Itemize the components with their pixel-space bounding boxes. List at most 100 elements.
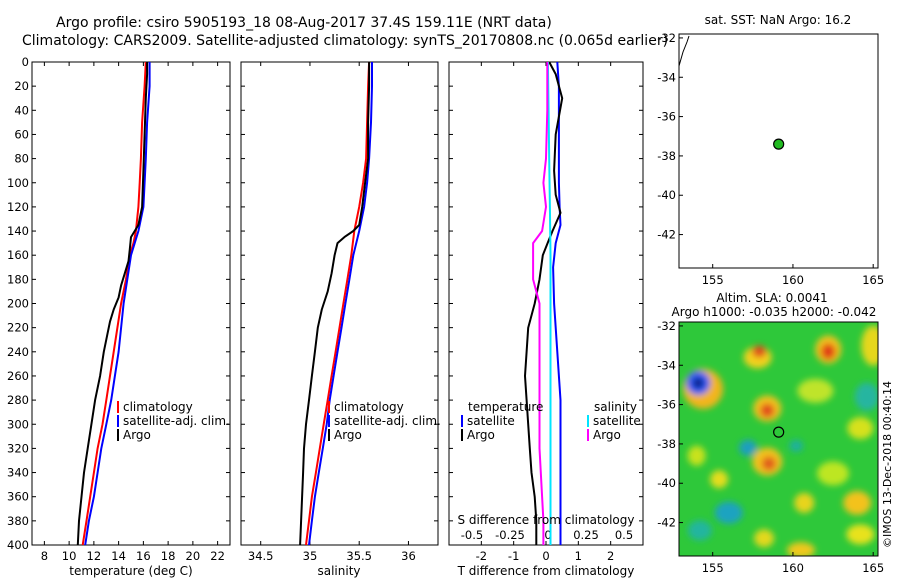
depth-tick-label: 340 (7, 466, 29, 480)
depth-tick-label: 280 (7, 393, 29, 407)
x-tick-label: 35 (303, 549, 318, 563)
legend-salinity-title: salinity (594, 400, 637, 414)
difference-xlabel: T difference from climatology (457, 564, 635, 578)
legend-argo-label: Argo (123, 428, 151, 442)
sla-anomaly (789, 439, 804, 452)
figure-title-line2: Climatology: CARS2009. Satellite-adjuste… (22, 33, 668, 49)
temperature-xlabel: temperature (deg C) (69, 564, 192, 578)
sla-map: 155 160 165 -32 -34 -36 -38 -40 -42 (657, 319, 884, 575)
sla-anomaly (761, 456, 776, 471)
s-tick-label: 0.25 (573, 528, 599, 542)
sla-anomaly (797, 378, 834, 403)
plot-frame (240, 61, 439, 546)
legend-temperature-title: temperature (468, 400, 543, 414)
x-tick-label: 14 (111, 549, 126, 563)
map-x-tick-label: 155 (702, 561, 724, 575)
depth-tick-label: 0 (22, 55, 29, 69)
temperature-legend: climatology satellite-adj. clim. Argo (117, 400, 230, 442)
depth-tick-label: 300 (7, 417, 29, 431)
s-tick-label: -0.25 (495, 528, 525, 542)
x-tick-label: 10 (62, 549, 77, 563)
sla-anomaly (847, 417, 874, 440)
sla-anomaly (752, 345, 767, 358)
x-tick-label: 2 (607, 549, 614, 563)
sst-map: 155 160 165 -32 -34 -36 -38 -40 -42 (657, 31, 884, 287)
sla-anomaly (760, 403, 775, 418)
legend-argo-label: Argo (334, 428, 362, 442)
series-line-s-argo (532, 62, 549, 545)
s-tick-label: -0.5 (461, 528, 483, 542)
legend-s-satellite-label: satellite (593, 414, 641, 428)
x-tick-label: -1 (508, 549, 519, 563)
depth-tick-label: 180 (7, 272, 29, 286)
map-y-tick-label: -38 (657, 437, 676, 451)
sla-anomaly (817, 461, 850, 486)
sla-anomalies (683, 325, 878, 556)
depth-tick-label: 140 (7, 224, 29, 238)
x-tick-label: -2 (476, 549, 487, 563)
map-y-tick-label: -34 (657, 358, 676, 372)
series-line-s-satellite (546, 61, 552, 545)
map-y-tick-label: -32 (657, 319, 676, 333)
map-y-tick-label: -42 (657, 228, 676, 242)
sla-anomaly (710, 470, 729, 489)
x-tick-label: 35.5 (346, 549, 372, 563)
x-tick-label: 18 (161, 549, 176, 563)
map-frame (678, 321, 879, 557)
sla-anomaly (687, 445, 706, 466)
sst-map-title: sat. SST: NaN Argo: 16.2 (705, 13, 852, 27)
depth-tick-label: 360 (7, 490, 29, 504)
depth-tick-label: 320 (7, 441, 29, 455)
map-frame (678, 33, 879, 269)
legend-climatology-label: climatology (334, 400, 404, 414)
depth-tick-label: 100 (7, 176, 29, 190)
sla-anomaly (843, 490, 872, 515)
depth-tick-label: 60 (14, 127, 29, 141)
sla-anomaly (854, 382, 878, 411)
legend-t-satellite-label: satellite (467, 414, 515, 428)
map-y-tick-label: -40 (657, 476, 676, 490)
series-line-argo (299, 62, 371, 546)
depth-tick-label: 240 (7, 345, 29, 359)
depth-tick-label: 120 (7, 200, 29, 214)
series-line-satellite-adj-clim- (84, 62, 151, 546)
map-x-tick-label: 165 (862, 561, 884, 575)
depth-tick-label: 400 (7, 538, 29, 552)
map-x-tick-label: 160 (782, 273, 804, 287)
sla-background (679, 322, 878, 556)
map-y-tick-label: -38 (657, 149, 676, 163)
x-tick-label: 34.5 (248, 549, 274, 563)
s-tick-label: 0.5 (615, 528, 633, 542)
argo-position-marker (773, 426, 785, 438)
difference-legend: temperature satellite Argo salinity sate… (461, 400, 641, 442)
legend-satellite-label: satellite-adj. clim. (123, 414, 230, 428)
depth-tick-label: 20 (14, 79, 29, 93)
map-y-tick-label: -42 (657, 516, 676, 530)
sla-anomaly (786, 542, 815, 556)
depth-tick-label: 80 (14, 152, 29, 166)
salinity-xlabel: salinity (317, 564, 360, 578)
x-tick-label: 12 (87, 549, 102, 563)
series-line-argo (76, 62, 149, 546)
plot-frame (31, 61, 231, 546)
sla-anomaly (754, 529, 775, 548)
map-x-tick-label: 165 (862, 273, 884, 287)
sla-anomaly (794, 492, 815, 513)
series-line-climatology (305, 61, 371, 546)
map-y-tick-label: -40 (657, 188, 676, 202)
sla-map-title-line2: Argo h1000: -0.035 h2000: -0.042 (672, 305, 877, 319)
depth-tick-label: 220 (7, 321, 29, 335)
map-y-tick-label: -36 (657, 398, 676, 412)
difference-panel: -2 -1 0 1 2 -0.5 -0.25 0 0.25 0.5 (448, 61, 644, 563)
depth-tick-label: 380 (7, 514, 29, 528)
s-tick-label: 0 (544, 528, 551, 542)
x-tick-label: 8 (41, 549, 48, 563)
series-line-satellite-adj-clim- (308, 62, 373, 546)
figure-title-line1: Argo profile: csiro 5905193_18 08-Aug-20… (56, 15, 552, 31)
depth-tick-label: 200 (7, 297, 29, 311)
sla-anomaly (692, 376, 705, 389)
coastline (678, 35, 690, 67)
salinity-legend: climatology satellite-adj. clim. Argo (328, 400, 441, 442)
sla-anomaly (821, 343, 836, 360)
